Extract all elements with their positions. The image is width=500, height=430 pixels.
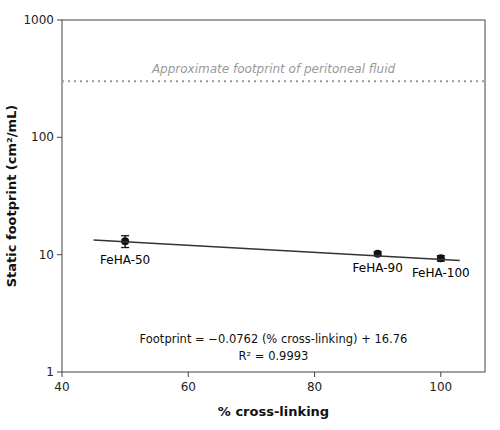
texts: Approximate footprint of peritoneal flui… [100, 62, 470, 363]
y-tick-label: 1 [46, 365, 54, 379]
x-tick [188, 372, 189, 377]
y-tick [57, 20, 62, 21]
data-point [437, 254, 445, 262]
reference-line [62, 80, 485, 82]
y-axis-label: Static footprint (cm²/mL) [4, 105, 19, 288]
reference-label: Approximate footprint of peritoneal flui… [151, 62, 396, 76]
y-axis: 1 10 100 1000 [23, 13, 62, 379]
plot-area [62, 81, 485, 262]
y-tick [57, 372, 62, 373]
y-tick-label: 100 [31, 130, 54, 144]
y-tick-label: 10 [39, 248, 54, 262]
x-axis-label: % cross-linking [218, 404, 329, 419]
annotation: Footprint = −0.0762 (% cross-linking) + … [140, 332, 408, 346]
x-tick-label: 60 [181, 380, 196, 394]
chart: 40 60 80 100 1 10 100 1000 % cross-linking Static… [0, 0, 500, 430]
point-label: FeHA-100 [412, 266, 470, 280]
x-tick [440, 372, 441, 377]
y-tick [57, 254, 62, 255]
annotation: R² = 0.9993 [239, 349, 309, 363]
x-tick-label: 100 [429, 380, 452, 394]
point-label: FeHA-50 [100, 253, 150, 267]
error-bar-cap [121, 247, 129, 248]
x-axis: 40 60 80 100 [54, 372, 452, 394]
y-tick [57, 137, 62, 138]
plot-frame [62, 20, 485, 372]
x-tick [314, 372, 315, 377]
y-tick-label: 1000 [23, 13, 54, 27]
background [0, 0, 500, 430]
point-label: FeHA-90 [353, 261, 403, 275]
x-tick-label: 40 [54, 380, 69, 394]
x-tick [62, 372, 63, 377]
error-bar-cap [121, 235, 129, 236]
x-tick-label: 80 [307, 380, 322, 394]
